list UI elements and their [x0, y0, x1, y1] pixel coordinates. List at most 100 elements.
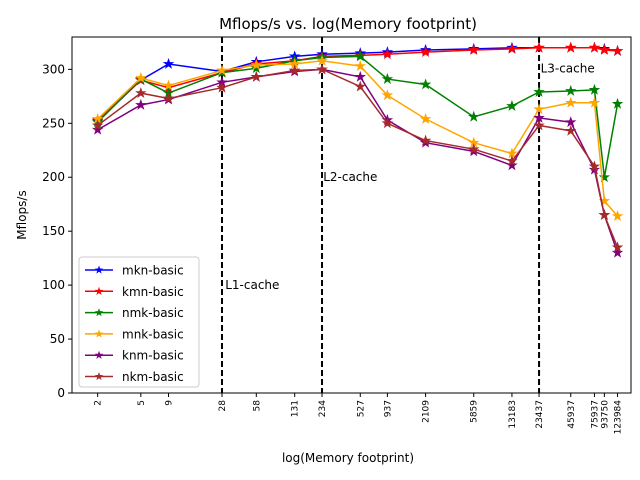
- data-point: [506, 100, 518, 111]
- data-point: [419, 46, 432, 57]
- x-tick-label: 13183: [508, 400, 518, 429]
- data-point: [565, 116, 577, 128]
- data-point: [354, 50, 367, 62]
- data-point: [419, 134, 432, 146]
- data-point: [533, 119, 545, 131]
- data-point: [588, 83, 601, 95]
- data-point: [135, 71, 147, 83]
- legend-item-nmk-basic: nmk-basic: [85, 306, 184, 320]
- data-point: [611, 97, 624, 109]
- data-point: [533, 85, 545, 97]
- data-point: [533, 41, 545, 53]
- data-point: [135, 87, 147, 98]
- legend-marker: [94, 265, 104, 274]
- chart-title: Mflops/s vs. log(Memory footprint): [219, 15, 477, 33]
- data-point: [250, 59, 263, 70]
- data-point: [316, 63, 328, 75]
- legend-item-kmn-basic: kmn-basic: [85, 285, 184, 299]
- data-point: [468, 110, 480, 122]
- data-point: [588, 41, 601, 53]
- legend-marker: [94, 372, 104, 381]
- x-tick-label: 28: [218, 400, 228, 412]
- y-tick-label: 200: [42, 170, 65, 184]
- data-point: [288, 64, 301, 76]
- data-point: [381, 73, 394, 84]
- data-point: [611, 44, 624, 56]
- x-tick-label: 131: [291, 400, 301, 417]
- x-tick-label: 93750: [600, 400, 610, 429]
- series-mnk-basic: [91, 54, 624, 221]
- data-point: [91, 119, 104, 131]
- legend-label: nkm-basic: [122, 370, 184, 384]
- data-point: [598, 208, 611, 220]
- y-tick-label: 250: [42, 116, 65, 130]
- data-point: [506, 42, 518, 54]
- data-point: [598, 43, 611, 55]
- data-point: [250, 62, 263, 74]
- x-axis: 2 5 9 28 58 131 234 527 937 2109 5859 13183 23437 459…: [94, 393, 624, 434]
- data-point: [565, 124, 577, 136]
- data-point: [354, 70, 367, 82]
- x-tick-label: 2109: [422, 400, 432, 423]
- legend: mkn-basic kmn-basic nmk-basic mnk-basic knm-…: [78, 256, 200, 388]
- y-tick-label: 150: [42, 224, 65, 238]
- data-point: [381, 89, 394, 101]
- legend-item-mkn-basic: mkn-basic: [85, 264, 184, 278]
- data-point: [135, 98, 147, 110]
- y-tick-label: 0: [57, 386, 65, 400]
- data-point: [506, 159, 518, 171]
- data-point: [588, 96, 601, 108]
- data-point: [162, 92, 175, 104]
- legend-label: knm-basic: [122, 349, 184, 363]
- legend-item-mnk-basic: mnk-basic: [85, 327, 184, 341]
- y-axis: 0 50 100 150 200 250 300: [42, 62, 72, 400]
- data-point: [162, 79, 175, 91]
- legend-item-knm-basic: knm-basic: [85, 349, 184, 363]
- annotation-3: L3-cache: [541, 61, 595, 75]
- legend-marker: [94, 350, 104, 359]
- x-tick-label: 2: [94, 400, 104, 406]
- data-point: [91, 123, 104, 135]
- x-tick-label: 23437: [535, 400, 545, 429]
- data-point: [506, 155, 518, 166]
- x-axis-label: log(Memory footprint): [282, 451, 414, 465]
- y-axis-label: Mflops/s: [15, 190, 29, 239]
- data-point: [354, 80, 367, 92]
- legend-label: kmn-basic: [122, 285, 184, 299]
- legend-label: nmk-basic: [122, 306, 184, 320]
- data-point: [468, 43, 480, 55]
- data-point: [419, 112, 432, 124]
- x-tick-label: 937: [383, 400, 393, 417]
- plot-area: L1-cache L2-cache L3-cache: [91, 37, 624, 393]
- plot-frame: [71, 36, 632, 394]
- x-tick-label: 75937: [590, 400, 600, 429]
- legend-marker: [94, 308, 104, 317]
- data-point: [216, 81, 228, 93]
- x-tick-label: 5: [137, 400, 147, 406]
- legend-marker: [94, 329, 104, 338]
- data-point: [381, 117, 394, 129]
- annotation-2: L2-cache: [323, 170, 377, 184]
- x-tick-label: 58: [252, 400, 262, 412]
- x-tick-label: 123984: [614, 400, 624, 435]
- x-tick-label: 527: [356, 400, 366, 417]
- data-point: [162, 57, 175, 69]
- data-point: [381, 48, 394, 60]
- legend-marker: [94, 286, 104, 295]
- data-point: [588, 160, 601, 172]
- x-tick-label: 234: [318, 400, 328, 417]
- data-point: [565, 84, 577, 96]
- y-tick-label: 300: [42, 62, 65, 76]
- legend-label: mnk-basic: [122, 327, 184, 341]
- data-point: [250, 70, 263, 82]
- data-point: [354, 60, 367, 72]
- x-tick-label: 5859: [470, 400, 480, 423]
- legend-label: mkn-basic: [122, 264, 184, 278]
- x-tick-label: 9: [165, 400, 175, 406]
- y-tick-label: 50: [50, 332, 65, 346]
- data-point: [533, 103, 545, 115]
- data-point: [419, 78, 432, 90]
- data-point: [611, 210, 624, 221]
